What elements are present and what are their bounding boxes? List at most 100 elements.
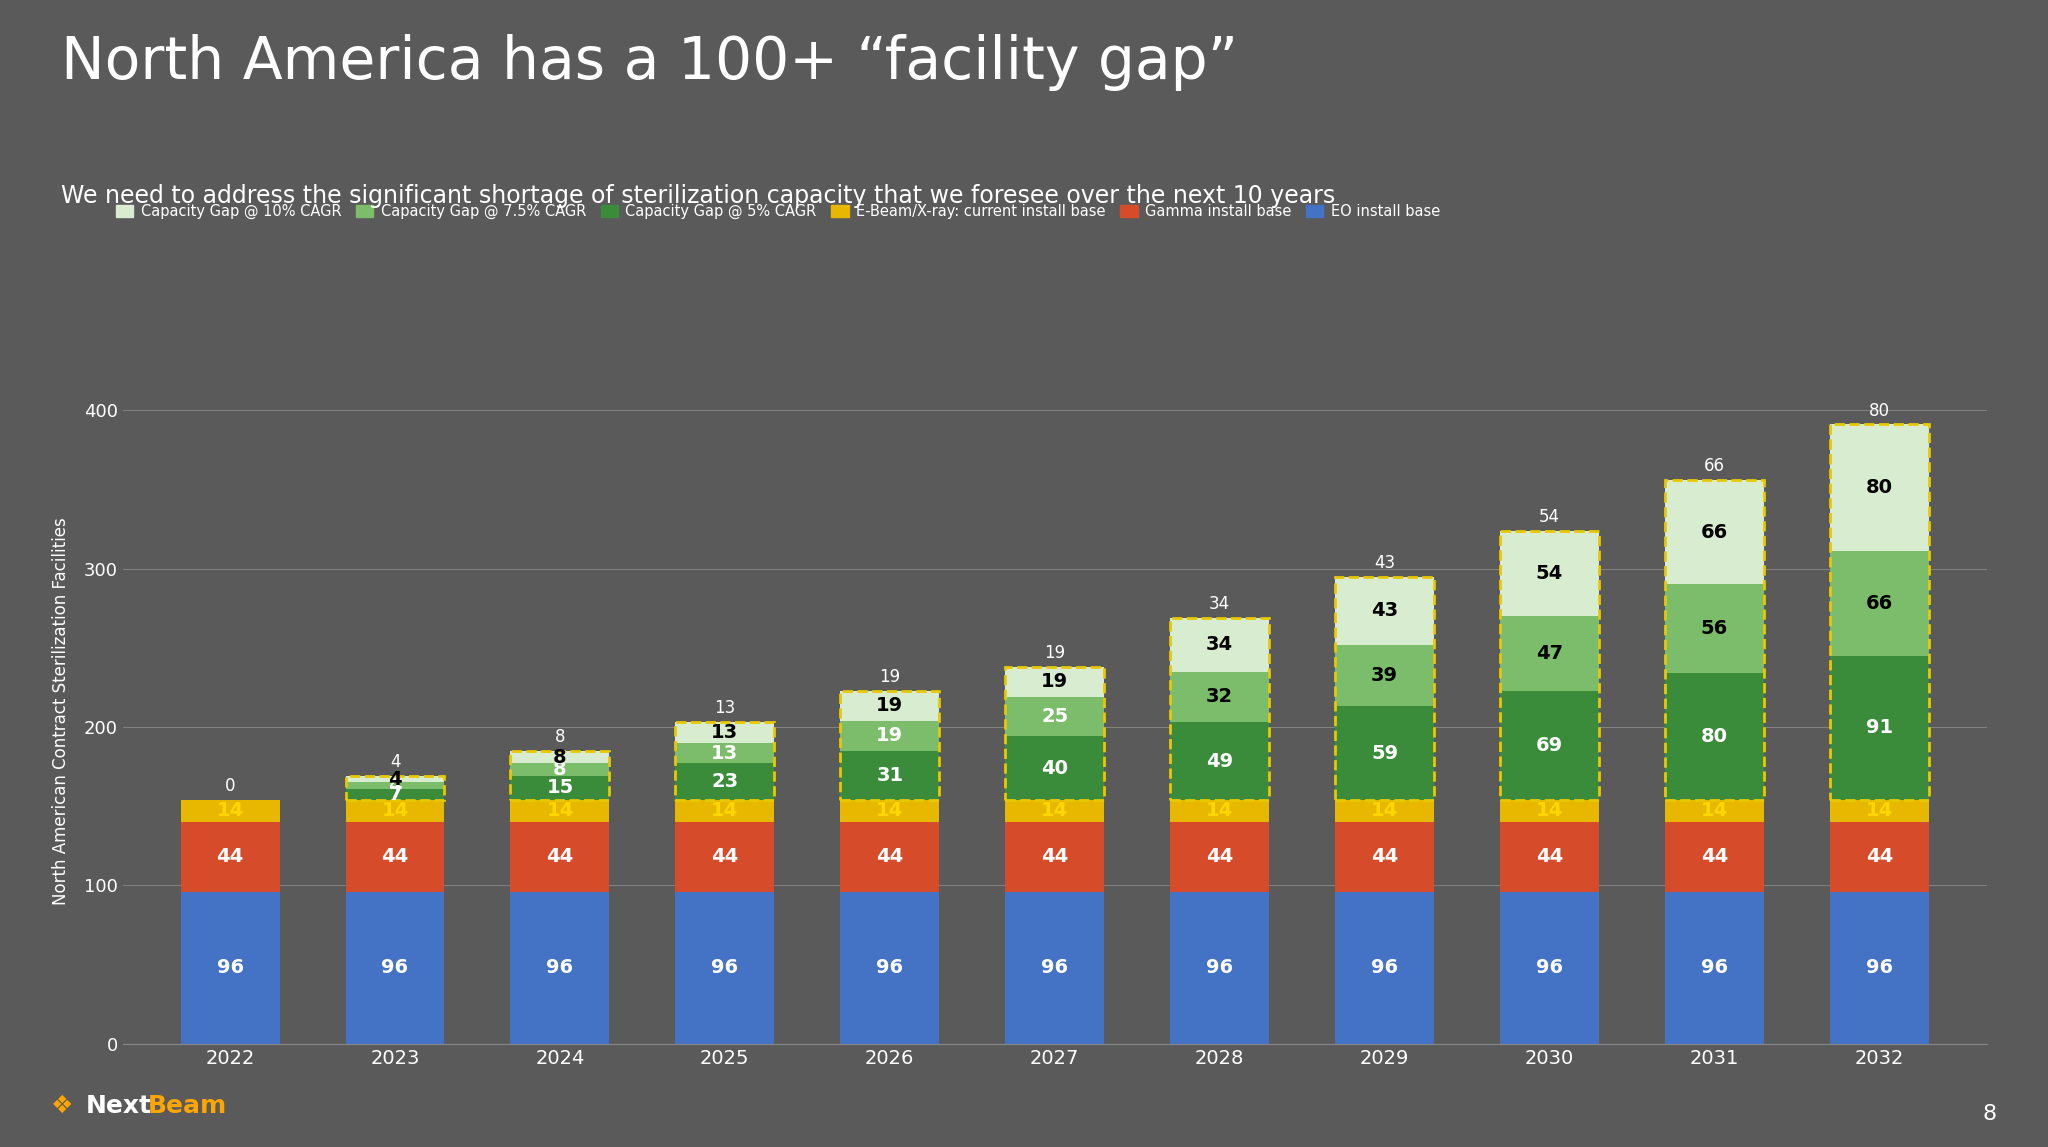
Bar <box>1665 673 1763 799</box>
Text: 43: 43 <box>1370 601 1399 621</box>
Bar <box>346 777 444 782</box>
Bar <box>1335 822 1434 891</box>
Text: 66: 66 <box>1866 594 1892 612</box>
Legend: Capacity Gap @ 10% CAGR, Capacity Gap @ 7.5% CAGR, Capacity Gap @ 5% CAGR, E-Bea: Capacity Gap @ 10% CAGR, Capacity Gap @ … <box>111 200 1444 224</box>
Bar <box>1169 799 1270 822</box>
Text: 80: 80 <box>1866 478 1892 498</box>
Text: 4: 4 <box>389 777 401 795</box>
Text: 44: 44 <box>1700 848 1729 866</box>
Bar <box>346 891 444 1044</box>
Bar <box>510 777 610 799</box>
Text: 44: 44 <box>547 848 573 866</box>
Text: 96: 96 <box>1702 958 1729 977</box>
Text: 56: 56 <box>1700 619 1729 638</box>
Bar <box>1006 697 1104 736</box>
Text: 44: 44 <box>711 848 739 866</box>
Bar <box>1499 616 1599 690</box>
Text: 4: 4 <box>389 754 399 771</box>
Bar <box>510 751 610 764</box>
Text: 32: 32 <box>1206 687 1233 707</box>
Bar <box>346 789 444 799</box>
Bar <box>1829 552 1929 656</box>
Text: 13: 13 <box>711 743 739 763</box>
Text: 96: 96 <box>217 958 244 977</box>
Text: 14: 14 <box>381 802 410 820</box>
Bar <box>1169 671 1270 723</box>
Bar <box>840 720 940 751</box>
Text: 25: 25 <box>1040 708 1069 726</box>
Text: 59: 59 <box>1370 743 1399 763</box>
Bar <box>676 822 774 891</box>
Text: 96: 96 <box>877 958 903 977</box>
Bar <box>1006 822 1104 891</box>
Bar <box>1335 799 1434 822</box>
Bar <box>676 743 774 764</box>
Bar <box>1169 723 1270 799</box>
Text: Beam: Beam <box>147 1094 227 1118</box>
Text: 96: 96 <box>1370 958 1399 977</box>
Text: 47: 47 <box>1536 643 1563 663</box>
Bar <box>1829 822 1929 891</box>
Text: 44: 44 <box>217 848 244 866</box>
Text: 96: 96 <box>711 958 739 977</box>
Text: 8: 8 <box>553 760 567 779</box>
Text: 14: 14 <box>547 802 573 820</box>
Bar <box>840 891 940 1044</box>
Text: 8: 8 <box>1982 1105 1997 1124</box>
Bar <box>1335 891 1434 1044</box>
Text: 44: 44 <box>1040 848 1069 866</box>
Text: 91: 91 <box>1866 718 1892 738</box>
Text: 14: 14 <box>1206 802 1233 820</box>
Text: 66: 66 <box>1704 458 1724 475</box>
Text: 4: 4 <box>389 770 401 789</box>
Bar <box>1499 822 1599 891</box>
Bar <box>510 891 610 1044</box>
Text: Next: Next <box>86 1094 152 1118</box>
Bar <box>1169 618 1270 671</box>
Bar <box>180 822 281 891</box>
Bar <box>1499 690 1599 799</box>
Bar <box>180 891 281 1044</box>
Text: 0: 0 <box>225 777 236 795</box>
Bar <box>346 799 444 822</box>
Text: 96: 96 <box>1206 958 1233 977</box>
Bar <box>346 822 444 891</box>
Text: 19: 19 <box>879 668 901 686</box>
Bar <box>840 799 940 822</box>
Bar <box>1829 656 1929 799</box>
Text: 96: 96 <box>547 958 573 977</box>
Bar <box>1665 891 1763 1044</box>
Bar <box>676 723 774 743</box>
Bar <box>1499 531 1599 616</box>
Bar <box>1499 891 1599 1044</box>
Text: 34: 34 <box>1208 595 1231 612</box>
Text: 44: 44 <box>1536 848 1563 866</box>
Text: 23: 23 <box>711 772 739 791</box>
Text: 13: 13 <box>715 700 735 718</box>
Bar <box>1665 822 1763 891</box>
Text: 80: 80 <box>1702 727 1729 746</box>
Bar <box>510 764 610 777</box>
Text: 54: 54 <box>1538 508 1561 525</box>
Text: 8: 8 <box>553 748 567 766</box>
Text: 14: 14 <box>711 802 739 820</box>
Text: 39: 39 <box>1370 666 1399 685</box>
Bar <box>1006 799 1104 822</box>
Bar <box>180 799 281 822</box>
Text: 44: 44 <box>877 848 903 866</box>
Text: 44: 44 <box>1370 848 1399 866</box>
Text: 14: 14 <box>1866 802 1892 820</box>
Text: 14: 14 <box>1370 802 1399 820</box>
Text: 19: 19 <box>877 696 903 715</box>
Bar <box>1169 822 1270 891</box>
Text: 14: 14 <box>1700 802 1729 820</box>
Bar <box>1335 645 1434 707</box>
Text: North America has a 100+ “facility gap”: North America has a 100+ “facility gap” <box>61 34 1239 92</box>
Text: 31: 31 <box>877 766 903 785</box>
Text: 44: 44 <box>1206 848 1233 866</box>
Text: 40: 40 <box>1040 758 1069 778</box>
Text: 34: 34 <box>1206 635 1233 654</box>
Text: 7: 7 <box>389 785 401 804</box>
Text: 43: 43 <box>1374 554 1395 571</box>
Text: 66: 66 <box>1700 523 1729 541</box>
